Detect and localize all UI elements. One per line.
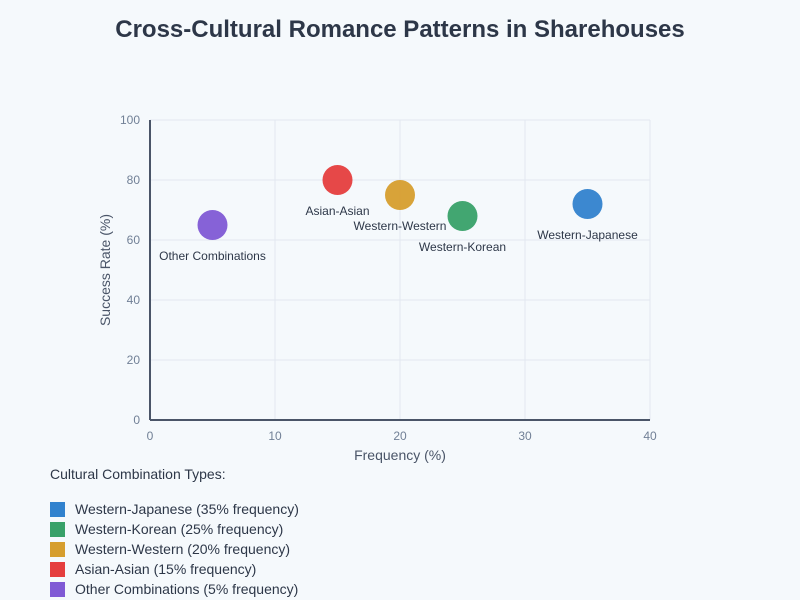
legend-swatch	[50, 501, 65, 517]
y-axis-label: Success Rate (%)	[97, 214, 113, 326]
legend-title: Cultural Combination Types:	[50, 466, 226, 482]
y-tick-label: 0	[133, 413, 140, 427]
data-point[interactable]	[447, 201, 478, 231]
axes	[149, 120, 650, 421]
data-point[interactable]	[572, 189, 603, 219]
point-label: Asian-Asian	[305, 204, 369, 218]
data-point[interactable]	[322, 165, 353, 195]
y-tick-label: 100	[120, 113, 140, 127]
y-tick-label: 40	[127, 293, 141, 307]
point-label: Other Combinations	[159, 249, 266, 263]
x-tick-label: 0	[147, 429, 154, 443]
legend-item: Western-Western (20% frequency)	[50, 539, 299, 559]
legend-item: Other Combinations (5% frequency)	[50, 579, 299, 599]
legend-label: Western-Korean (25% frequency)	[75, 521, 284, 537]
point-label: Western-Western	[354, 219, 447, 233]
legend-label: Asian-Asian (15% frequency)	[75, 561, 257, 577]
x-tick-label: 20	[393, 429, 407, 443]
gridlines	[150, 119, 651, 420]
y-tick-label: 80	[127, 173, 141, 187]
tick-labels: 0 10 20 30 40 0 20 40 60 80 100	[120, 113, 657, 443]
legend: Cultural Combination Types: Western-Japa…	[50, 466, 299, 599]
legend-swatch	[50, 561, 65, 577]
legend-swatch	[50, 521, 65, 537]
point-label: Western-Korean	[419, 240, 506, 254]
legend-item: Asian-Asian (15% frequency)	[50, 559, 299, 579]
y-tick-label: 60	[127, 233, 141, 247]
legend-item: Western-Japanese (35% frequency)	[50, 499, 299, 519]
legend-swatch	[50, 541, 65, 557]
legend-label: Western-Japanese (35% frequency)	[75, 501, 299, 517]
data-point[interactable]	[197, 210, 228, 240]
data-points: Western-Japanese Western-Korean Western-We…	[159, 165, 638, 263]
x-tick-label: 10	[268, 429, 282, 443]
legend-item: Western-Korean (25% frequency)	[50, 519, 299, 539]
data-point[interactable]	[385, 180, 415, 210]
legend-label: Other Combinations (5% frequency)	[75, 581, 299, 597]
x-tick-label: 30	[518, 429, 532, 443]
chart-title: Cross-Cultural Romance Patterns in Share…	[115, 16, 685, 43]
x-axis-label: Frequency (%)	[354, 447, 446, 463]
legend-label: Western-Western (20% frequency)	[75, 541, 291, 557]
x-tick-label: 40	[643, 429, 657, 443]
legend-swatch	[50, 581, 65, 597]
point-label: Western-Japanese	[537, 228, 638, 242]
y-tick-label: 20	[127, 353, 141, 367]
